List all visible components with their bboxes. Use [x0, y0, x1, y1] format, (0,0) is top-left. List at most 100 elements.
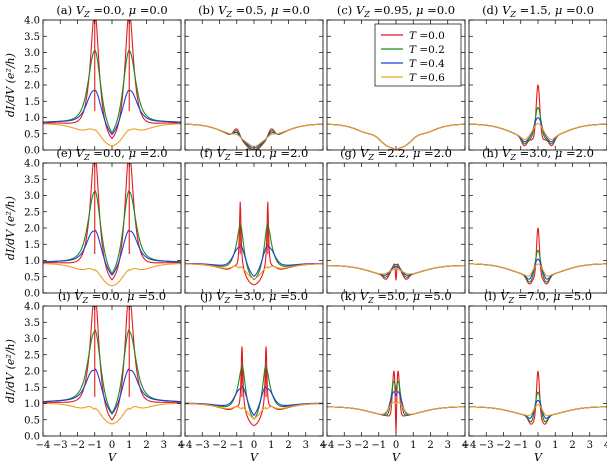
x-axis-label: V — [250, 451, 259, 461]
xtick-label: −2 — [70, 440, 85, 451]
xtick-label: −1 — [371, 440, 386, 451]
curve-f-T0.6 — [185, 263, 323, 280]
ytick-label: 3.5 — [24, 318, 40, 329]
xtick-label: −2 — [212, 440, 227, 451]
xtick-label: −1 — [87, 440, 102, 451]
xtick-label: 4 — [178, 440, 184, 451]
curve-i-T0.6 — [43, 402, 181, 425]
curve-k-T0.0 — [327, 370, 465, 433]
panel-title-e: (e) VZ =0.0, μ =2.0 — [56, 146, 167, 162]
curve-h-T0.2 — [469, 249, 607, 283]
panel-f: (f) VZ =1.0, μ =2.0 — [184, 146, 324, 294]
xtick-label: −4 — [320, 440, 335, 451]
curve-b-T0.6 — [185, 123, 323, 147]
panel-title-l: (l) VZ =7.0, μ =5.0 — [484, 289, 592, 305]
panel-e: 0.0 0.5 1.0 1.5 2.0 2.5 3.0 3.5 4.0 dI/dV (e²/h) (… — [4, 146, 182, 300]
panel-d: (d) VZ =1.5, μ =0.0 — [468, 3, 607, 151]
ytick-label: 0.5 — [24, 129, 40, 140]
curve-e-T0.0 — [43, 163, 181, 281]
xtick-label: 0 — [393, 440, 399, 451]
ytick-label: 3.5 — [24, 32, 40, 43]
curve-a-T0.6 — [43, 123, 181, 147]
panel-frame-g — [326, 162, 466, 294]
panel-frame-i — [42, 305, 182, 437]
xtick-label: −4 — [36, 440, 51, 451]
panel-h: (h) VZ =3.0, μ =2.0 — [468, 146, 607, 294]
y-axis-label: dI/dV (e²/h) — [4, 339, 17, 403]
xtick-label: 1 — [268, 440, 274, 451]
xtick-label: 3 — [303, 440, 309, 451]
panel-title-g: (g) VZ =2.2, μ =2.0 — [340, 146, 452, 162]
xtick-label: 0 — [109, 440, 115, 451]
panel-frame-f — [184, 162, 324, 294]
curve-j-T0.2 — [185, 364, 323, 420]
ytick-label: 1.5 — [24, 240, 40, 251]
panel-b: (b) VZ =0.5, μ =0.0 — [184, 3, 324, 151]
curve-a-T0.4 — [43, 89, 181, 136]
panel-title-d: (d) VZ =1.5, μ =0.0 — [482, 3, 594, 19]
curve-d-T0.4 — [469, 117, 607, 143]
curve-a-T0.2 — [43, 49, 181, 134]
curve-e-T0.4 — [43, 229, 181, 276]
curve-l-T0.0 — [469, 370, 607, 425]
ytick-label: 1.0 — [24, 399, 40, 410]
curve-h-T0.4 — [469, 258, 607, 280]
panel-frame-a — [42, 19, 182, 151]
curve-j-T0.0 — [185, 346, 323, 427]
curve-c-T0.6 — [327, 123, 465, 150]
ytick-label: 4.0 — [24, 302, 40, 313]
xtick-label: −4 — [462, 440, 477, 451]
curve-g-T0.6 — [327, 264, 465, 275]
xtick-label: −3 — [53, 440, 68, 451]
x-axis-label: V — [392, 451, 401, 461]
curve-f-T0.0 — [185, 201, 323, 286]
ytick-label: 1.5 — [24, 383, 40, 394]
xtick-label: −1 — [229, 440, 244, 451]
panel-title-f: (f) VZ =1.0, μ =2.0 — [200, 146, 309, 162]
curve-l-T0.4 — [469, 399, 607, 419]
panel-title-a: (a) VZ =0.0, μ =0.0 — [56, 3, 167, 19]
curve-j-T0.6 — [185, 403, 323, 420]
xtick-label: 4 — [462, 440, 468, 451]
xtick-label: 2 — [427, 440, 433, 451]
panel-g: (g) VZ =2.2, μ =2.0 — [326, 146, 466, 294]
panel-title-h: (h) VZ =3.0, μ =2.0 — [482, 146, 594, 162]
curve-k-T0.6 — [327, 401, 465, 415]
xtick-label: −4 — [178, 440, 193, 451]
xtick-label: 3 — [587, 440, 593, 451]
curve-l-T0.2 — [469, 391, 607, 423]
legend-label: T =0.6 — [409, 72, 445, 84]
xtick-label: −3 — [337, 440, 352, 451]
xtick-label: 1 — [126, 440, 132, 451]
curve-j-T0.4 — [185, 385, 323, 416]
ytick-label: 0.0 — [24, 146, 40, 157]
legend-label: T =0.2 — [409, 44, 445, 56]
xtick-label: −2 — [354, 440, 369, 451]
curve-h-T0.6 — [469, 263, 607, 277]
xtick-label: 1 — [410, 440, 416, 451]
ytick-label: 0.5 — [24, 272, 40, 283]
panel-title-k: (k) VZ =5.0, μ =5.0 — [340, 289, 451, 305]
legend-box — [374, 23, 462, 87]
panel-frame-b — [184, 19, 324, 151]
ytick-label: 2.5 — [24, 350, 40, 361]
xtick-label: 0 — [535, 440, 541, 451]
ytick-label: 4.0 — [24, 16, 40, 27]
ytick-label: 3.0 — [24, 48, 40, 59]
xtick-label: −3 — [479, 440, 494, 451]
ytick-label: 2.0 — [24, 81, 40, 92]
xtick-label: 2 — [569, 440, 575, 451]
xtick-label: −3 — [195, 440, 210, 451]
curve-d-T0.6 — [469, 122, 607, 140]
panel-c: (c) VZ =0.95, μ =0.0 — [326, 3, 466, 151]
xtick-label: 4 — [604, 440, 607, 451]
ytick-label: 1.0 — [24, 113, 40, 124]
ytick-label: 2.0 — [24, 224, 40, 235]
panel-i: 0.0 0.5 1.0 1.5 2.0 2.5 3.0 3.5 4.0 −4 −3 −2 −1 0 1 2 3 4… — [4, 289, 184, 461]
curve-l-T0.6 — [469, 404, 607, 417]
legend-label: T =0.4 — [409, 58, 445, 70]
curve-i-T0.0 — [43, 306, 181, 421]
panel-title-j: (j) VZ =3.0, μ =5.0 — [200, 289, 308, 305]
